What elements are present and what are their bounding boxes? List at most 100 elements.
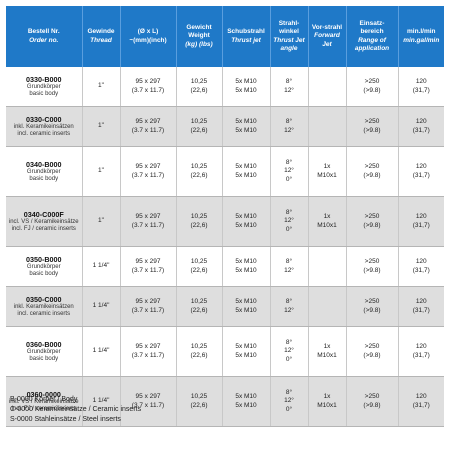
table-body: 0330-B000 Grundkörper basic body 1" 95 x 297… <box>6 67 444 427</box>
cell-jet-angle: 8° 12° <box>270 286 309 327</box>
cell-flow: 120 (31,7) <box>398 376 444 427</box>
table-row: 0360-B000 Grundkörper basic body 1 1/4" 95 x… <box>6 326 444 377</box>
cell-flow: 120 (31,7) <box>398 67 444 107</box>
cell-thread: 1" <box>82 196 121 247</box>
order-number: 0360-0000 <box>26 389 61 399</box>
cell-thread: 1 1/4" <box>82 326 121 377</box>
cell-dimensions-line: 95 x 297 <box>135 393 161 401</box>
order-number: 0330-C000 <box>25 114 62 124</box>
header-thread: Gewinde Thread <box>82 6 121 67</box>
cell-forward-jet <box>308 106 347 147</box>
cell-flow-line: (31,7) <box>412 86 430 94</box>
cell-dimensions-line: (3.7 x 11.7) <box>131 126 165 134</box>
cell-flow-line: 120 <box>415 163 427 171</box>
cell-forward-jet-line: M10x1 <box>317 351 337 359</box>
cell-flow-line: 120 <box>415 343 427 351</box>
spec-table-container: Bestell Nr. Order no. Gewinde Thread (Ø x … <box>6 6 444 427</box>
cell-thrust-jet-line: 5x M10 <box>235 306 257 314</box>
cell-flow-line: 120 <box>415 78 427 86</box>
cell-range: >250 (>9.8) <box>346 146 399 197</box>
cell-weight: 10,25 (22,6) <box>176 286 223 327</box>
cell-jet-angle: 8° 12° 0° <box>270 376 309 427</box>
cell-dimensions: 95 x 297 (3.7 x 11.7) <box>120 376 177 427</box>
cell-range: >250 (>9.8) <box>346 286 399 327</box>
cell-thrust-jet-line: 5x M10 <box>235 258 257 266</box>
cell-range-line: >250 <box>364 118 380 126</box>
cell-weight: 10,25 (22,6) <box>176 146 223 197</box>
cell-flow-line: 120 <box>415 118 427 126</box>
cell-thrust-jet-line: 5x M10 <box>235 118 257 126</box>
table-row: 0360-0000 inkl. VS / Keramikeinsätze incl.… <box>6 376 444 427</box>
cell-jet-angle: 8° 12° <box>270 246 309 287</box>
cell-flow-line: (31,7) <box>412 171 430 179</box>
cell-order: 0340-C000F incl. VS / Keramikeinsätze incl… <box>6 196 83 247</box>
cell-jet-angle-line: 0° <box>285 405 293 413</box>
cell-range-line: (>9.8) <box>363 126 381 134</box>
cell-jet-angle-line: 8° <box>285 389 293 397</box>
cell-thrust-jet-line: 5x M10 <box>235 393 257 401</box>
cell-flow-line: (31,7) <box>412 306 430 314</box>
cell-jet-angle: 8° 12° <box>270 67 309 107</box>
cell-flow-line: (31,7) <box>412 351 430 359</box>
cell-dimensions-line: (3.7 x 11.7) <box>131 221 165 229</box>
cell-flow: 120 (31,7) <box>398 246 444 287</box>
cell-dimensions-line: 95 x 297 <box>135 343 161 351</box>
cell-range-line: >250 <box>364 343 380 351</box>
cell-weight-line: 10,25 <box>190 163 208 171</box>
cell-range: >250 (>9.8) <box>346 326 399 377</box>
cell-thrust-jet-line: 5x M10 <box>235 401 257 409</box>
cell-jet-angle-line: 8° <box>285 298 293 306</box>
cell-dimensions-line: (3.7 x 11.7) <box>131 351 165 359</box>
spec-table: Bestell Nr. Order no. Gewinde Thread (Ø x … <box>6 6 444 427</box>
cell-forward-jet-line: 1x <box>323 343 331 351</box>
cell-range: >250 (>9.8) <box>346 106 399 147</box>
cell-forward-jet-line: 1x <box>323 213 331 221</box>
cell-jet-angle-line: 12° <box>284 86 294 94</box>
order-description: Grundkörper <box>26 168 61 175</box>
cell-flow-line: 120 <box>415 213 427 221</box>
cell-flow-line: (31,7) <box>412 126 430 134</box>
cell-weight: 10,25 (22,6) <box>176 326 223 377</box>
cell-forward-jet <box>308 246 347 287</box>
table-row: 0350-C000 inkl. Keramikeinsätzen incl. cer… <box>6 286 444 327</box>
cell-flow: 120 (31,7) <box>398 146 444 197</box>
cell-order: 0350-B000 Grundkörper basic body <box>6 246 83 287</box>
cell-dimensions-line: (3.7 x 11.7) <box>131 266 165 274</box>
cell-jet-angle-line: 8° <box>285 339 293 347</box>
table-header-row: Bestell Nr. Order no. Gewinde Thread (Ø x … <box>6 6 444 67</box>
cell-thrust-jet: 5x M10 5x M10 <box>222 67 271 107</box>
cell-range-line: >250 <box>364 298 380 306</box>
cell-dimensions-line: 95 x 297 <box>135 118 161 126</box>
cell-forward-jet-line: 1x <box>323 393 331 401</box>
cell-forward-jet-line: M10x1 <box>317 401 337 409</box>
order-description: basic body <box>29 356 59 362</box>
cell-forward-jet-line: 1x <box>323 163 331 171</box>
cell-jet-angle-line: 8° <box>285 159 293 167</box>
cell-flow-line: (31,7) <box>412 266 430 274</box>
cell-forward-jet <box>308 67 347 107</box>
table-row: 0350-B000 Grundkörper basic body 1 1/4" 95 x… <box>6 246 444 287</box>
cell-thrust-jet: 5x M10 5x M10 <box>222 106 271 147</box>
cell-forward-jet: 1x M10x1 <box>308 326 347 377</box>
header-dimensions: (Ø x L) ~(mm)(inch) <box>120 6 177 67</box>
cell-flow-line: 120 <box>415 393 427 401</box>
cell-order: 0330-C000 inkl. Keramikeinsätzen incl. cer… <box>6 106 83 147</box>
cell-order: 0360-0000 inkl. VS / Keramikeinsätze incl.… <box>6 376 83 427</box>
header-range: Einsatz-bereich Range of application <box>346 6 399 67</box>
cell-dimensions: 95 x 297 (3.7 x 11.7) <box>120 286 177 327</box>
cell-weight-line: 10,25 <box>190 343 208 351</box>
cell-jet-angle-line: 8° <box>285 258 293 266</box>
order-number: 0350-C000 <box>25 294 62 304</box>
cell-forward-jet: 1x M10x1 <box>308 196 347 247</box>
order-description: basic body <box>29 176 59 182</box>
cell-range-line: >250 <box>364 258 380 266</box>
cell-weight-line: (22,6) <box>190 401 208 409</box>
legend: B-0000 Körper / Body C-0000 Keramikeinsä… <box>10 395 141 425</box>
cell-range-line: (>9.8) <box>363 221 381 229</box>
cell-jet-angle: 8° 12° 0° <box>270 196 309 247</box>
cell-flow-line: (31,7) <box>412 221 430 229</box>
cell-thread: 1 1/4" <box>82 376 121 427</box>
cell-forward-jet: 1x M10x1 <box>308 146 347 197</box>
cell-weight-line: 10,25 <box>190 118 208 126</box>
cell-flow: 120 (31,7) <box>398 196 444 247</box>
